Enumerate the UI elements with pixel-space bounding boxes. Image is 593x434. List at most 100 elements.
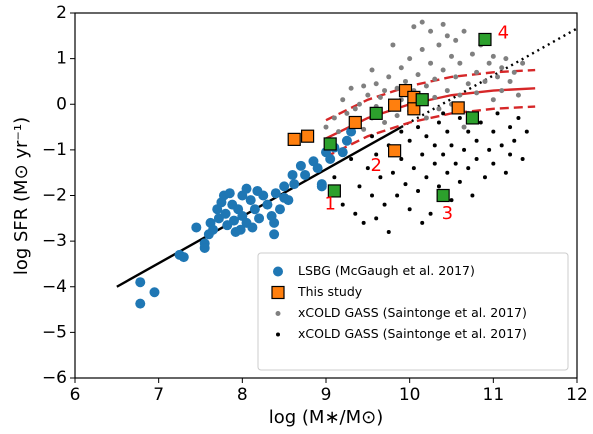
point <box>440 67 446 73</box>
point <box>474 69 480 75</box>
square-marker <box>327 184 341 198</box>
point <box>394 85 400 91</box>
point <box>407 56 413 62</box>
point <box>340 97 346 103</box>
annotation: 1 <box>324 194 335 215</box>
point <box>487 147 492 152</box>
point <box>495 111 500 116</box>
point <box>373 81 379 87</box>
point <box>495 74 501 80</box>
y-tick-label: −2 <box>42 186 67 206</box>
point <box>370 193 375 198</box>
point <box>274 204 285 215</box>
point <box>432 94 438 100</box>
point <box>449 53 454 59</box>
x-tick-label: 11 <box>483 385 505 405</box>
point <box>149 287 160 298</box>
point <box>466 129 471 134</box>
point <box>490 53 496 59</box>
point <box>403 182 408 187</box>
point <box>420 220 425 225</box>
square-marker <box>415 93 429 107</box>
square-marker <box>451 101 465 115</box>
point <box>491 129 496 134</box>
point <box>419 47 425 52</box>
point <box>399 129 404 134</box>
point <box>365 166 370 171</box>
point <box>390 170 395 175</box>
point <box>499 143 504 148</box>
point <box>361 126 367 132</box>
point <box>378 175 383 180</box>
point <box>449 198 454 203</box>
point <box>491 161 496 166</box>
line <box>325 105 536 158</box>
square-marker <box>478 32 492 47</box>
point <box>254 213 265 224</box>
point <box>279 181 290 192</box>
point <box>407 207 412 212</box>
point <box>295 160 306 171</box>
point <box>508 125 513 130</box>
x-tick-label: 12 <box>566 385 588 405</box>
point <box>440 21 446 27</box>
point <box>457 179 462 184</box>
point <box>441 152 446 157</box>
point <box>357 184 362 189</box>
point <box>208 224 219 235</box>
point <box>382 120 388 125</box>
point <box>490 97 496 103</box>
legend-label: This study <box>297 284 363 299</box>
point <box>436 184 441 189</box>
point <box>432 76 438 82</box>
point <box>453 161 458 166</box>
annotation: 4 <box>498 23 509 44</box>
point <box>469 51 475 57</box>
point <box>499 65 505 71</box>
y-axis-label: log SFR (M⊙ yr⁻¹) <box>11 117 32 275</box>
point <box>241 183 252 194</box>
point <box>432 143 437 148</box>
point <box>361 83 367 89</box>
point <box>453 37 459 43</box>
point <box>503 56 509 62</box>
square-marker <box>465 111 480 125</box>
point <box>411 166 416 171</box>
point <box>289 179 300 190</box>
point <box>269 229 280 240</box>
point <box>370 134 375 139</box>
y-tick-label: −5 <box>42 322 67 342</box>
point <box>411 24 417 30</box>
legend-label: xCOLD GASS (Saintonge et al. 2017) <box>298 305 527 320</box>
point <box>365 92 371 98</box>
point <box>382 202 387 207</box>
point <box>279 192 290 203</box>
point <box>340 202 345 207</box>
legend-label: LSBG (McGaugh et al. 2017) <box>298 263 475 278</box>
point <box>507 78 513 84</box>
square-marker <box>388 144 402 158</box>
point <box>199 242 210 253</box>
point <box>457 115 462 120</box>
legend-label: xCOLD GASS (Saintonge et al. 2017) <box>298 326 527 341</box>
point <box>474 138 479 143</box>
point <box>457 92 463 98</box>
point <box>445 129 450 134</box>
axes-frame <box>74 12 578 379</box>
point <box>316 181 327 192</box>
square-marker <box>436 188 450 203</box>
square-marker <box>388 98 402 112</box>
y-tick-label: 1 <box>56 49 67 69</box>
point <box>262 199 273 210</box>
point <box>512 138 517 143</box>
point <box>432 161 437 166</box>
point <box>398 65 404 71</box>
point <box>348 85 354 91</box>
point <box>407 138 412 143</box>
point <box>508 152 513 157</box>
point <box>395 193 400 198</box>
point <box>287 169 298 180</box>
legend-marker <box>271 285 285 300</box>
point <box>416 125 421 130</box>
y-tick-label: −4 <box>42 277 67 297</box>
